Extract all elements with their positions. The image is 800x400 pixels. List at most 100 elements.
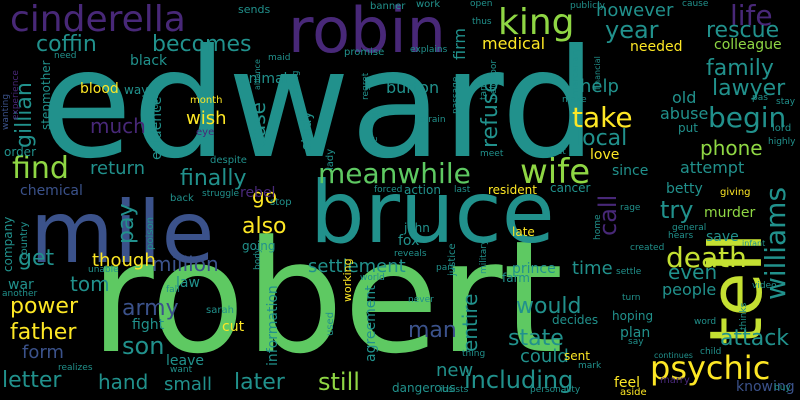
word-mercenary: mercenary <box>571 47 581 96</box>
word-cinderella: cinderella <box>10 0 186 40</box>
word-army: army <box>122 296 179 321</box>
word-burton: burton <box>386 78 440 97</box>
word-tank: tank <box>479 80 489 100</box>
word-stop: stop <box>270 197 292 208</box>
word-old: old <box>672 88 697 107</box>
word-explains: explains <box>410 45 448 55</box>
word-save: save <box>706 229 739 245</box>
word-mile: mile <box>30 183 215 283</box>
word-need: need <box>54 51 77 61</box>
word-get: get <box>18 246 55 271</box>
word-settlement: settlement <box>308 256 406 277</box>
word-settle: settle <box>616 267 642 277</box>
word-including: including <box>464 366 574 394</box>
word-farm: farm <box>502 271 530 285</box>
word-medical: medical <box>482 34 546 53</box>
word-realizes: realizes <box>58 363 93 373</box>
word-cause: cause <box>682 0 709 9</box>
word-love: love <box>590 147 620 163</box>
word-phone: phone <box>700 136 763 160</box>
word-stepmother: stepmother <box>39 60 53 130</box>
word-meanwhile: meanwhile <box>318 157 471 190</box>
word-case: case <box>246 102 270 148</box>
word-could: could <box>520 346 569 367</box>
word-eye: eye <box>196 127 215 138</box>
word-insists: insists <box>440 385 469 395</box>
word-blood: blood <box>80 81 119 97</box>
word-feel: feel <box>614 375 641 391</box>
word-put: put <box>678 121 698 135</box>
word-cut: cut <box>222 319 245 335</box>
word-information: information <box>265 285 281 366</box>
word-part: part <box>436 263 455 273</box>
word-lost: lost <box>151 95 161 112</box>
word-work: work <box>416 0 441 10</box>
word-also: also <box>242 214 287 239</box>
word-regret: regret <box>361 72 371 100</box>
word-becomes: becomes <box>152 32 252 57</box>
word-turn: turn <box>622 293 641 303</box>
word-attack: attack <box>720 326 790 351</box>
word-decides: decides <box>552 313 599 327</box>
word-action: action <box>404 183 441 197</box>
word-personality: personality <box>530 385 581 395</box>
word-robin: robin <box>288 0 446 67</box>
word-back: back <box>170 193 194 204</box>
word-infant: infant <box>742 239 766 248</box>
word-begin: begin <box>708 101 787 134</box>
word-marry: marry <box>660 375 690 386</box>
word-rescue: rescue <box>706 18 780 43</box>
word-fight: fight <box>132 317 165 333</box>
word-tom: tom <box>70 272 110 296</box>
word-financial: financial <box>593 56 602 90</box>
word-sarah: sarah <box>206 305 234 316</box>
word-sent: sent <box>564 349 590 363</box>
word-letter: letter <box>2 368 62 393</box>
word-general: general <box>672 223 707 233</box>
word-alliance: alliance <box>253 59 262 90</box>
word-local: local <box>576 126 628 151</box>
word-thing: thing <box>462 349 486 359</box>
word-saying: saying <box>291 70 301 100</box>
word-betty: betty <box>666 181 703 197</box>
word-way: way <box>124 83 149 97</box>
word-hand: hand <box>98 370 149 394</box>
word-reveals: reveals <box>394 249 427 259</box>
word-agreement: agreement <box>363 285 379 362</box>
word-sends: sends <box>238 3 271 16</box>
word-colleague: colleague <box>714 37 782 53</box>
word-wife: wife <box>520 152 591 192</box>
word-power: power <box>10 294 78 319</box>
word-plan: plan <box>620 325 651 341</box>
word-passage: passage <box>451 76 461 114</box>
word-wish: wish <box>186 108 227 129</box>
word-word: word <box>694 317 717 327</box>
word-meet: meet <box>480 149 504 159</box>
word-hears: hears <box>668 231 694 241</box>
word-needed: needed <box>630 39 683 55</box>
word-country: country <box>19 221 30 260</box>
word-military: military <box>479 239 489 274</box>
word-world: world <box>360 273 385 283</box>
word-wanting: wanting <box>1 93 11 130</box>
word-thinks: thinks <box>739 302 749 330</box>
word-son: son <box>122 332 165 360</box>
word-pas: pas <box>752 93 768 103</box>
word-however: however <box>596 0 674 21</box>
word-people: people <box>662 280 717 299</box>
word-state: state <box>508 326 564 351</box>
word-giving: giving <box>720 187 751 198</box>
word-family: family <box>706 56 774 81</box>
word-since: since <box>612 163 649 179</box>
word-promise: promise <box>344 47 385 58</box>
word-want: want <box>170 365 193 375</box>
word-lawyer: lawyer <box>712 76 786 101</box>
word-return: return <box>90 158 146 179</box>
word-form: form <box>22 342 64 363</box>
word-help: help <box>580 76 619 97</box>
word-video: video <box>752 281 777 291</box>
word-would: would <box>516 294 582 319</box>
word-dangerous: dangerous <box>392 381 456 395</box>
word-chemical: chemical <box>20 183 83 199</box>
word-late: late <box>512 225 535 239</box>
